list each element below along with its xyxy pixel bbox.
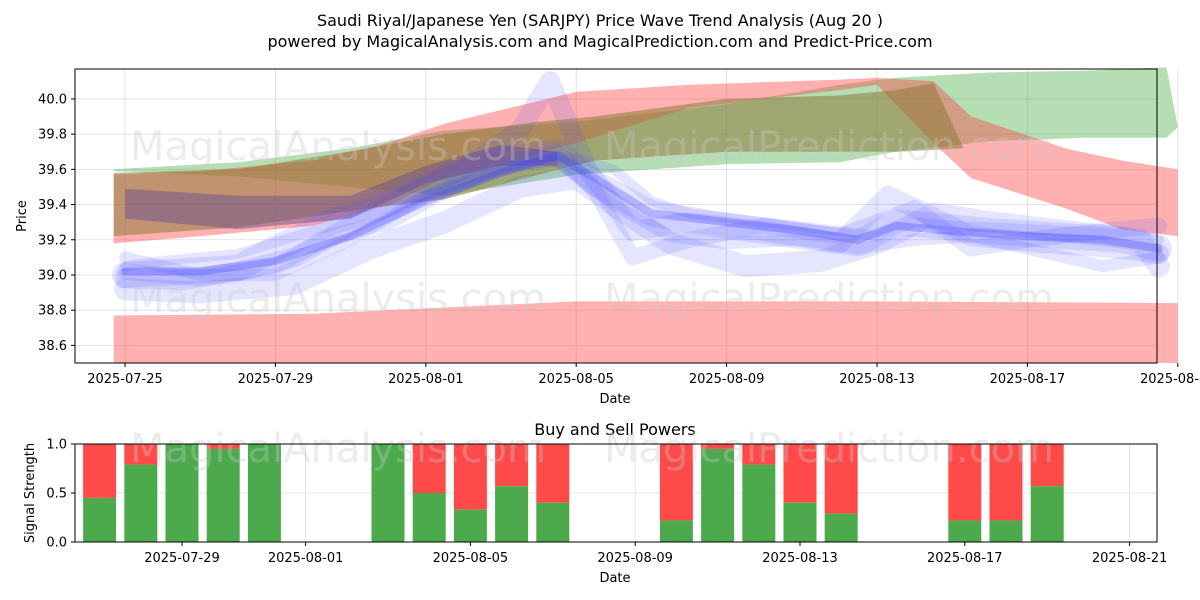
wave-5 <box>114 167 1170 304</box>
bottom-x-tick-label: 2025-08-05 <box>433 551 509 566</box>
top-x-tick-label: 2025-08-09 <box>689 372 765 387</box>
top-axes-frame <box>74 68 1158 364</box>
top-x-tick-label: 2025-08-17 <box>990 372 1066 387</box>
top-y-tick-label: 39.4 <box>38 198 67 213</box>
top-bands <box>113 67 1178 363</box>
top-x-tick-label: 2025-07-25 <box>87 372 163 387</box>
bottom-y-axis-label: Signal Strength <box>23 443 38 543</box>
top-y-tick-label: 38.6 <box>38 339 67 354</box>
buy-bar <box>742 464 776 542</box>
sell-bar <box>206 444 240 449</box>
buy-bar <box>495 486 529 542</box>
buy-bar <box>989 520 1023 542</box>
top-y-ticks: 38.6 38.8 39.0 39.2 39.4 39.6 39.8 40.0 <box>38 92 75 354</box>
bottom-x-axis-label: Date <box>599 571 630 586</box>
watermark-prediction-2: MagicalPrediction.com <box>604 276 1054 322</box>
buy-bar <box>824 513 858 542</box>
buy-bar <box>536 502 570 542</box>
bottom-x-tick-label: 2025-08-01 <box>268 551 344 566</box>
sell-bar <box>124 444 158 465</box>
sell-bar <box>453 444 487 510</box>
sell-bar <box>83 444 117 498</box>
top-y-tick-label: 40.0 <box>38 92 67 107</box>
top-y-tick-label: 39.2 <box>38 233 67 248</box>
bottom-x-tick-label: 2025-08-21 <box>1092 551 1168 566</box>
bottom-x-ticks: 2025-07-29 2025-08-01 2025-08-05 2025-08-09… <box>144 542 1167 566</box>
top-y-tick-label: 39.6 <box>38 163 67 178</box>
top-y-tick-label: 38.8 <box>38 304 67 319</box>
wave-mean-line <box>121 151 1163 276</box>
bottom-y-ticks: 0.0 0.5 1.0 <box>46 438 75 551</box>
title-line1: Saudi Riyal/Japanese Yen (SARJPY) Price … <box>317 11 883 30</box>
buy-bar <box>247 444 281 542</box>
sell-bar <box>783 444 817 503</box>
top-x-axis-label: Date <box>599 392 630 407</box>
bottom-bars <box>83 444 1064 542</box>
bottom-x-tick-label: 2025-08-13 <box>762 551 838 566</box>
sell-bar <box>495 444 529 487</box>
bottom-y-tick-label: 0.0 <box>46 536 67 551</box>
sell-bar <box>659 444 693 521</box>
purple-band <box>125 144 558 230</box>
top-y-tick-label: 39.0 <box>38 268 67 283</box>
top-x-tick-label: 2025-08-01 <box>388 372 464 387</box>
title-line2: powered by MagicalAnalysis.com and Magic… <box>267 32 932 51</box>
buy-bar <box>83 497 117 542</box>
buy-sell-power-chart: Buy and Sell Powers MagicalAnalysis.com … <box>23 420 1167 586</box>
buy-bar <box>371 444 405 542</box>
price-wave-chart: MagicalAnalysis.com MagicalPrediction.co… <box>15 67 1200 407</box>
wave-4 <box>119 154 1165 281</box>
buy-bar <box>948 520 982 542</box>
red-band-lower <box>113 301 1178 363</box>
buy-bar <box>412 493 446 542</box>
sell-bar <box>701 444 735 449</box>
buy-bar <box>206 448 240 542</box>
bottom-chart-title: Buy and Sell Powers <box>534 420 696 439</box>
top-y-tick-label: 39.8 <box>38 128 67 143</box>
sell-bar <box>1030 444 1064 487</box>
wave-6 <box>120 150 1164 272</box>
buy-bar <box>453 509 487 542</box>
top-x-tick-label: 2025-07-29 <box>238 372 314 387</box>
sell-bar <box>536 444 570 503</box>
sell-bar <box>989 444 1023 521</box>
sell-bar <box>948 444 982 521</box>
wave-1 <box>112 138 1172 288</box>
buy-bar <box>1030 486 1064 542</box>
top-y-axis-label: Price <box>15 200 30 232</box>
top-x-ticks: 2025-07-25 2025-07-29 2025-08-01 2025-08-05… <box>87 363 1200 387</box>
top-waves <box>112 71 1172 304</box>
top-x-tick-label: 2025-08-05 <box>538 372 614 387</box>
buy-bar <box>124 464 158 542</box>
top-watermarks: MagicalAnalysis.com MagicalPrediction.co… <box>130 124 1054 322</box>
bottom-x-tick-label: 2025-08-09 <box>597 551 673 566</box>
watermark-analysis-1: MagicalAnalysis.com <box>130 124 546 170</box>
sell-bar <box>742 444 776 465</box>
watermark-analysis-3: MagicalAnalysis.com <box>130 426 546 472</box>
bottom-watermarks: MagicalAnalysis.com MagicalPrediction.co… <box>130 426 1054 472</box>
top-x-tick-label: 2025-08-21 <box>1140 372 1200 387</box>
buy-bar <box>165 444 199 542</box>
top-x-tick-label: 2025-08-13 <box>839 372 915 387</box>
buy-bar <box>783 502 817 542</box>
watermark-prediction-1: MagicalPrediction.com <box>604 124 1054 170</box>
sell-bar <box>824 444 858 514</box>
wave-2 <box>115 71 1169 291</box>
buy-bar <box>701 448 735 542</box>
wave-3 <box>117 143 1167 287</box>
bottom-y-tick-label: 0.5 <box>46 487 67 502</box>
bottom-x-tick-label: 2025-07-29 <box>144 551 220 566</box>
watermark-prediction-3: MagicalPrediction.com <box>604 426 1054 472</box>
buy-bar <box>659 520 693 542</box>
bottom-y-tick-label: 1.0 <box>46 438 67 453</box>
bottom-x-tick-label: 2025-08-17 <box>927 551 1003 566</box>
watermark-analysis-2: MagicalAnalysis.com <box>130 276 546 322</box>
sell-bar <box>412 444 446 493</box>
